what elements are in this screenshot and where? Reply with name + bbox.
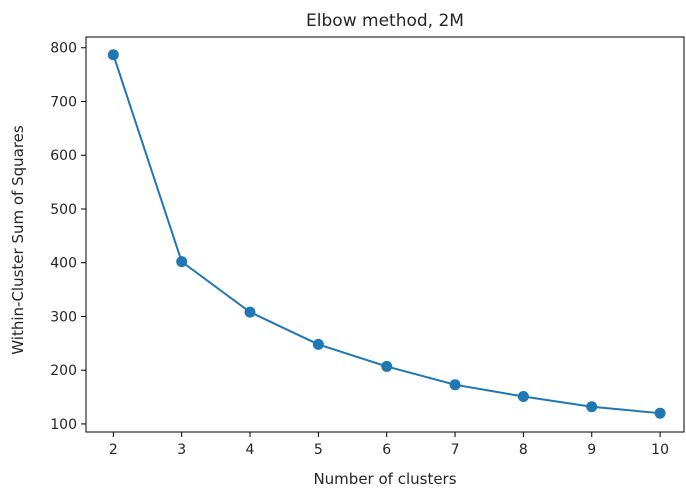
x-tick-label: 6 — [382, 442, 391, 458]
y-tick-label: 400 — [50, 256, 77, 272]
y-tick-label: 200 — [50, 363, 77, 379]
data-point — [586, 401, 598, 413]
y-tick-label: 800 — [50, 41, 77, 57]
data-point — [312, 338, 324, 350]
data-point — [381, 360, 393, 372]
x-tick-label: 9 — [587, 442, 596, 458]
x-tick-label: 3 — [177, 442, 186, 458]
x-tick-label: 10 — [651, 442, 669, 458]
x-tick-label: 8 — [519, 442, 528, 458]
y-axis-ticks: 100 200 300 400 500 600 700 800 — [50, 41, 86, 433]
y-tick-label: 100 — [50, 417, 77, 433]
data-point — [176, 256, 188, 268]
y-axis-label: Within-Cluster Sum of Squares — [9, 125, 27, 355]
y-tick-label: 300 — [50, 309, 77, 325]
data-point — [449, 379, 461, 391]
x-tick-label: 2 — [109, 442, 118, 458]
plot-area — [85, 36, 685, 433]
data-point — [517, 391, 529, 403]
x-tick-label: 7 — [451, 442, 460, 458]
y-tick-label: 700 — [50, 94, 77, 110]
data-point — [654, 407, 666, 419]
data-point — [107, 49, 119, 61]
plot-frame — [85, 36, 685, 433]
x-axis-label: Number of clusters — [313, 470, 456, 488]
y-tick-label: 600 — [50, 148, 77, 164]
data-point — [244, 306, 256, 318]
x-axis-ticks: 2 3 4 5 6 7 8 9 10 — [109, 432, 669, 458]
series-layer — [107, 49, 666, 419]
x-tick-label: 5 — [314, 442, 323, 458]
chart-title: Elbow method, 2M — [306, 11, 464, 31]
y-tick-label: 500 — [50, 202, 77, 218]
x-tick-label: 4 — [246, 442, 255, 458]
